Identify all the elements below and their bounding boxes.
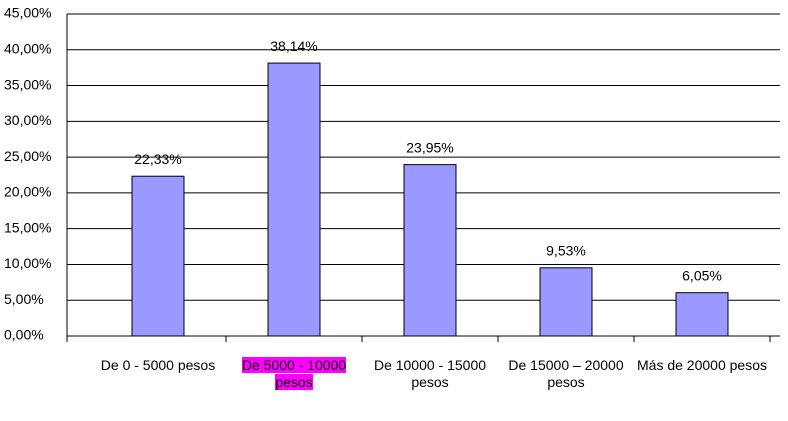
data-label: 38,14% (270, 38, 317, 54)
y-tick-label: 30,00% (4, 112, 51, 128)
x-tick-label: De 0 - 5000 pesos (93, 357, 223, 374)
x-tick-label: De 10000 - 15000 pesos (365, 357, 495, 391)
x-tick-label: Más de 20000 pesos (637, 357, 767, 374)
bar (131, 175, 185, 337)
x-tick-label: De 15000 – 20000 pesos (501, 357, 631, 391)
bar (539, 267, 593, 337)
y-tick-label: 5,00% (4, 291, 44, 307)
data-label: 23,95% (406, 139, 453, 155)
y-tick-label: 40,00% (4, 40, 51, 56)
bar (403, 164, 457, 337)
y-tick-label: 15,00% (4, 219, 51, 235)
x-tick-text: De 0 - 5000 pesos (100, 357, 216, 373)
y-tick-label: 0,00% (4, 327, 44, 343)
y-tick-label: 20,00% (4, 184, 51, 200)
x-tick-label: De 5000 - 10000 pesos (229, 357, 359, 391)
bar (675, 292, 729, 337)
y-tick-label: 45,00% (4, 5, 51, 21)
data-label: 22,33% (134, 151, 181, 167)
y-tick-label: 25,00% (4, 148, 51, 164)
x-tick-text: De 5000 - 10000 pesos (241, 357, 347, 390)
x-tick-text: De 10000 - 15000 pesos (373, 357, 487, 390)
x-tick-text: Más de 20000 pesos (637, 357, 767, 373)
data-label: 9,53% (546, 243, 586, 259)
bar (267, 62, 321, 337)
y-tick-label: 35,00% (4, 76, 51, 92)
x-tick-text: De 15000 – 20000 pesos (508, 357, 624, 390)
data-label: 6,05% (682, 267, 722, 283)
y-tick-label: 10,00% (4, 255, 51, 271)
